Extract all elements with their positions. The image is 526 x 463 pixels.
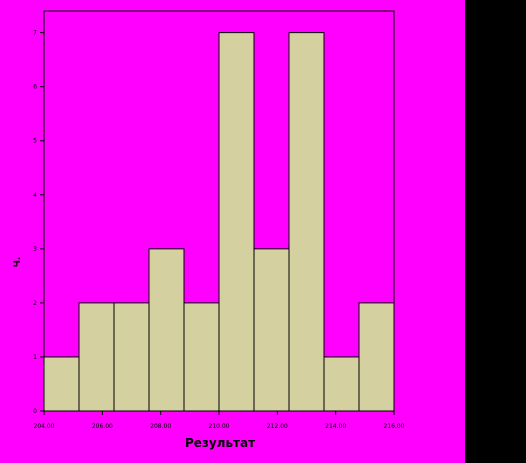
histogram-bar-1: [43, 356, 80, 412]
x-tick-label: 212.00: [267, 423, 288, 430]
y-axis-title: Ч.: [13, 257, 23, 268]
y-tick-label: 4: [33, 192, 37, 199]
histogram-bar-5: [183, 302, 220, 412]
x-tick-label: 204.00: [34, 423, 55, 430]
y-tick-label: 2: [33, 300, 37, 307]
x-axis-ticks: 204.00 206.00 208.00 210.00 212.00 214.00 216.…: [34, 411, 405, 430]
y-tick-label: 0: [33, 408, 37, 415]
x-tick-label: 206.00: [92, 423, 113, 430]
y-tick-label: 6: [33, 84, 37, 91]
histogram-bar-8: [288, 32, 325, 412]
y-tick-label: 5: [33, 138, 37, 145]
histogram-bar-7: [253, 248, 290, 412]
x-tick-label: 214.00: [325, 423, 346, 430]
histogram-bar-6: [218, 32, 255, 412]
x-tick-label: 216.00: [384, 423, 405, 430]
histogram-bar-9: [323, 356, 360, 412]
x-tick-label: 210.00: [209, 423, 230, 430]
x-axis-title: Результат: [185, 436, 255, 450]
histogram-bar-10: [358, 302, 395, 412]
y-tick-label: 1: [33, 354, 37, 361]
x-tick-label: 208.00: [150, 423, 171, 430]
histogram-bar-2: [78, 302, 115, 412]
y-tick-label: 7: [33, 30, 37, 37]
histogram-bar-4: [148, 248, 185, 412]
y-tick-label: 3: [33, 246, 37, 253]
y-axis-ticks: 0 1 2 3 4 5 6 7: [33, 30, 44, 415]
bars-group: [43, 32, 395, 412]
histogram-bar-3: [113, 302, 150, 412]
